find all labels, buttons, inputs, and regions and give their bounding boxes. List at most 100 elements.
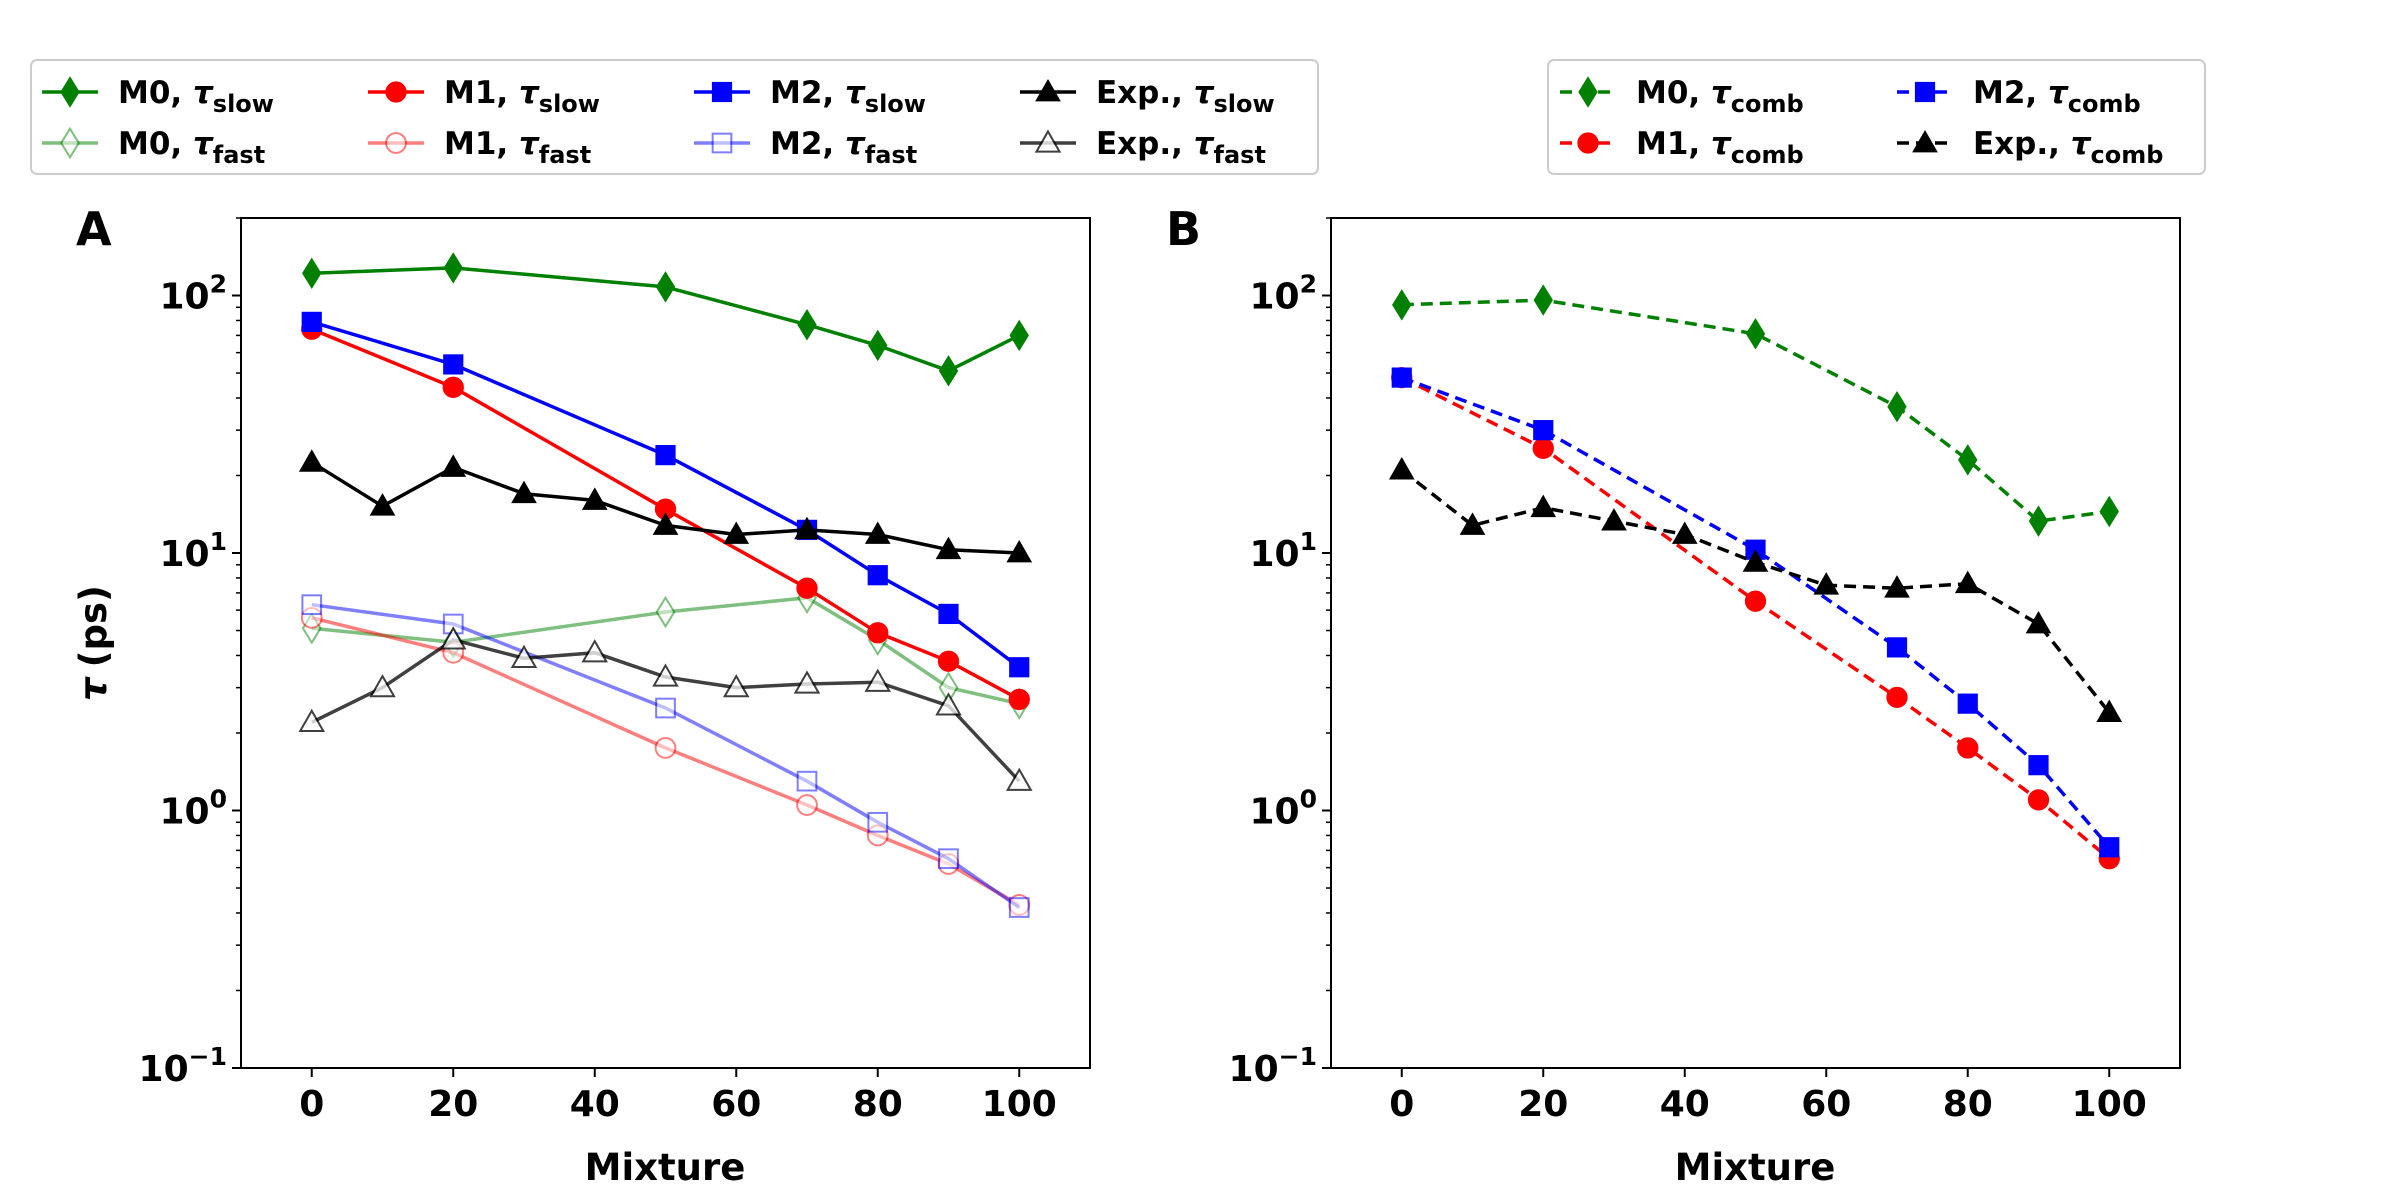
data-point <box>652 512 679 535</box>
y-tick-base: 10 <box>1249 534 1299 575</box>
series-a-6 <box>298 449 1033 563</box>
data-point <box>938 355 959 387</box>
y-axis-label-symbol: τ <box>72 676 115 701</box>
data-point <box>1008 688 1030 711</box>
legend-marker <box>1035 78 1061 102</box>
axes-frame-b <box>1330 217 2181 1069</box>
data-point <box>298 449 325 472</box>
x-tick-label: 60 <box>1801 1084 1851 1125</box>
data-point <box>1958 444 1978 476</box>
legend-label-sub: comb <box>2091 141 2164 169</box>
legend-label-sub: fast <box>539 141 591 169</box>
legend-label-sub: fast <box>865 141 917 169</box>
data-point <box>1388 456 1415 480</box>
axes-frame-a <box>240 217 1091 1069</box>
y-tick-base: 10 <box>159 792 209 833</box>
x-tick-label: 20 <box>428 1084 478 1125</box>
data-point <box>796 794 818 816</box>
data-point <box>864 521 891 544</box>
legend-label-tau: τ <box>1194 75 1215 111</box>
legend-label-sub: slow <box>1214 90 1275 118</box>
legend-label-tau: τ <box>1711 75 1732 111</box>
legend-label: M0, τcomb <box>1636 75 1804 118</box>
y-tick-label: 100 <box>1249 785 1317 833</box>
data-point <box>796 770 818 792</box>
legend-marker <box>385 81 407 103</box>
data-point <box>298 708 326 732</box>
data-point <box>1008 897 1030 918</box>
data-point <box>794 516 820 540</box>
legend-a-item: M2, τslow <box>694 75 926 118</box>
plot-area-a <box>298 252 1033 918</box>
data-point <box>2028 755 2049 776</box>
data-point <box>443 354 464 375</box>
data-point <box>1744 590 1767 612</box>
legend-marker <box>1034 129 1062 153</box>
legend-label-prefix: M1, <box>444 126 519 162</box>
data-point <box>1886 637 1908 658</box>
data-point <box>935 536 962 560</box>
data-point <box>301 311 322 332</box>
x-tick-label: 20 <box>1518 1084 1568 1125</box>
data-point <box>1532 437 1554 459</box>
legend-label-prefix: M0, <box>118 126 193 162</box>
legend-a-item: M0, τfast <box>42 126 265 169</box>
legend-label: M1, τcomb <box>1636 126 1804 169</box>
legend-marker <box>711 81 733 103</box>
data-point <box>655 445 676 466</box>
y-axis-label-unit: (ps) <box>72 585 115 667</box>
legend-label: M0, τfast <box>118 126 265 169</box>
data-point <box>796 577 818 599</box>
data-point <box>510 644 538 668</box>
series-b-0 <box>1392 284 2119 537</box>
data-point <box>1745 318 1766 350</box>
x-tick-label: 40 <box>1660 1084 1710 1125</box>
data-point <box>797 309 817 341</box>
data-point <box>369 493 396 516</box>
legend-label: M0, τslow <box>118 75 274 118</box>
data-point <box>1887 390 1907 423</box>
data-point <box>2096 699 2123 723</box>
y-tick-exponent: −1 <box>189 1042 227 1071</box>
data-point <box>1009 319 1029 352</box>
legend-label-prefix: Exp., <box>1096 75 1194 111</box>
data-point <box>1813 572 1840 595</box>
legend-label: M2, τcomb <box>1973 75 2141 118</box>
x-tick-label: 0 <box>1389 1084 1414 1125</box>
y-tick-exponent: 2 <box>210 270 227 299</box>
y-tick-exponent: 1 <box>210 527 227 556</box>
data-point <box>1533 284 1553 316</box>
legend-label-tau: τ <box>519 126 540 162</box>
y-tick-label: 101 <box>159 527 227 575</box>
y-tick-label: 10−1 <box>1229 1042 1317 1090</box>
legend-label-sub: fast <box>1214 141 1266 169</box>
data-point <box>511 480 537 504</box>
y-tick-label: 10−1 <box>139 1042 227 1090</box>
legend-label-tau: τ <box>2048 75 2069 111</box>
y-tick-label: 102 <box>1249 270 1317 318</box>
legend-b-item: M0, τcomb <box>1560 75 1804 118</box>
legend-b-frame <box>1547 59 2206 175</box>
legend-label-tau: τ <box>845 75 866 111</box>
x-tick-label: 0 <box>299 1084 324 1125</box>
data-point <box>1009 657 1030 678</box>
data-point <box>1459 512 1486 535</box>
panel-label-b: B <box>1166 202 1201 256</box>
data-point <box>2099 495 2119 528</box>
legend-label-prefix: M2, <box>770 75 845 111</box>
x-tick-label: 80 <box>853 1084 903 1125</box>
legend-a-item: M1, τfast <box>368 126 591 169</box>
data-point <box>439 626 467 650</box>
legend-label-tau: τ <box>845 126 866 162</box>
legend-a-item: M2, τfast <box>694 126 917 169</box>
x-tick-label: 60 <box>711 1084 761 1125</box>
data-point <box>864 668 892 692</box>
data-point <box>1391 367 1412 388</box>
data-point <box>1392 289 1412 321</box>
legend-label-sub: comb <box>1731 90 1804 118</box>
data-point <box>2027 789 2050 811</box>
